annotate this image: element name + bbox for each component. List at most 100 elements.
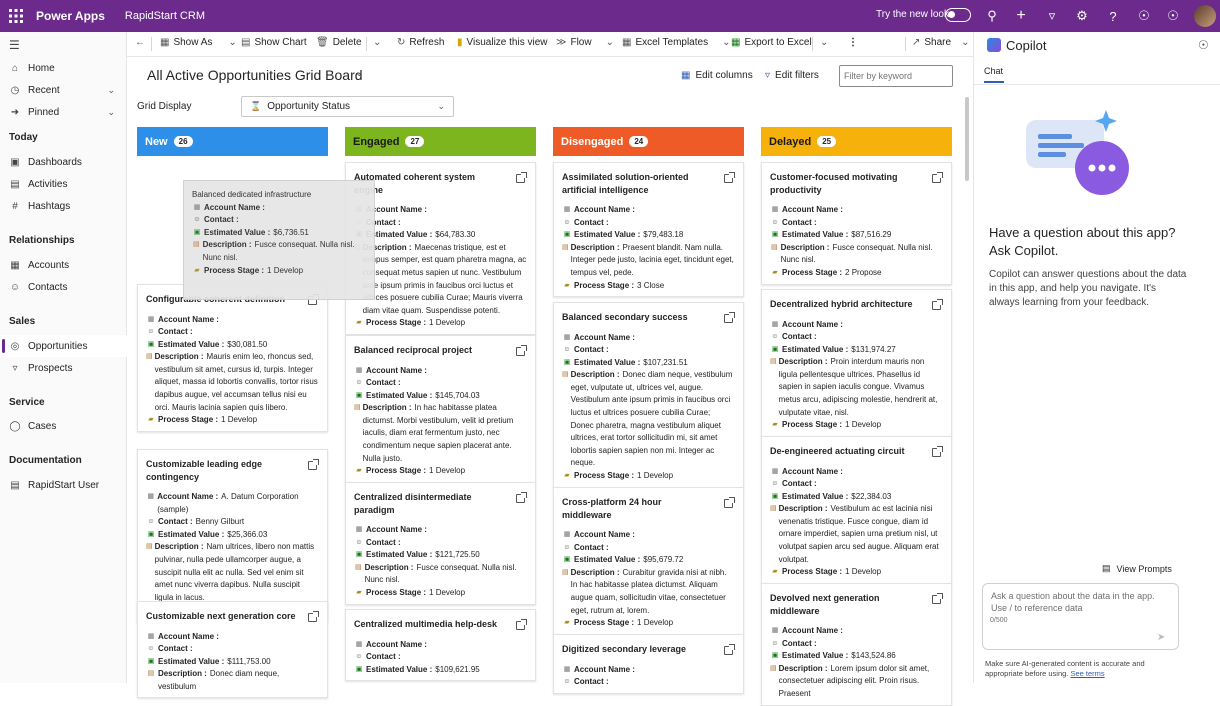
card-title[interactable]: Centralized disintermediate paradigm — [354, 492, 472, 515]
filter-icon[interactable]: ▿ — [1048, 8, 1056, 23]
copilot-panel-toggle-icon[interactable]: ☉ — [1198, 38, 1209, 52]
nav-item-activities[interactable]: ▤ Activities — [0, 173, 127, 195]
excel-templates-button[interactable]: ▦ Excel Templates ⌄ — [622, 37, 730, 48]
open-record-icon[interactable] — [516, 172, 527, 183]
brand-name[interactable]: Power Apps — [36, 9, 105, 23]
open-record-icon[interactable] — [724, 644, 735, 655]
nav-item-pinned[interactable]: ➜ Pinned ⌄ — [0, 101, 127, 123]
nav-item-cases[interactable]: ◯ Cases — [0, 415, 127, 437]
visualize-button[interactable]: ▮ Visualize this view — [457, 37, 547, 48]
open-record-icon[interactable] — [724, 312, 735, 323]
filter-keyword-input[interactable] — [839, 65, 953, 87]
show-chart-button[interactable]: ▤ Show Chart — [241, 37, 307, 48]
see-terms-link[interactable]: See terms — [1070, 669, 1105, 678]
copilot-ask-input[interactable]: Ask a question about the data in the app… — [982, 583, 1179, 650]
delete-button[interactable]: 🗑 Delete — [316, 37, 362, 48]
nav-item-accounts[interactable]: ▦ Accounts — [0, 254, 127, 276]
avatar[interactable] — [1194, 5, 1216, 27]
open-record-icon[interactable] — [516, 345, 527, 356]
view-selector-chevron-icon[interactable]: ⌄ — [355, 68, 364, 79]
dragging-card[interactable]: Balanced dedicated infrastructure ▦ Accoun… — [183, 180, 375, 300]
gear-icon[interactable]: ⚙ — [1076, 8, 1088, 23]
card-title[interactable]: Automated coherent system engine — [354, 172, 476, 195]
back-button[interactable]: ← — [135, 37, 149, 48]
opportunity-card[interactable]: Configurable coherent definition▦Account… — [137, 284, 328, 432]
new-look-toggle[interactable] — [945, 8, 971, 22]
open-record-icon[interactable] — [308, 459, 319, 470]
opportunity-card[interactable]: Centralized multimedia help-desk ▦ Account… — [345, 609, 536, 682]
export-excel-button[interactable]: ▦ Export to Excel — [731, 37, 812, 48]
app-name[interactable]: RapidStart CRM — [124, 10, 205, 22]
card-title[interactable]: Customizable leading edge contingency — [146, 459, 263, 482]
opportunity-card[interactable]: Balanced secondary success ▦ Account Name … — [553, 302, 744, 488]
opportunity-card[interactable]: Centralized disintermediate paradigm ▦ Acc… — [345, 482, 536, 605]
card-field: ☺Contact : — [354, 377, 527, 390]
card-title[interactable]: Customizable next generation core — [146, 611, 296, 621]
board-scrollbar[interactable] — [965, 97, 969, 181]
card-title[interactable]: Balanced dedicated infrastructure — [192, 190, 312, 199]
export-chevron[interactable]: ⌄ — [820, 37, 829, 48]
opportunity-card[interactable]: Assimilated solution-oriented artificial… — [553, 162, 744, 298]
nav-item-home[interactable]: ⌂ Home — [0, 57, 127, 79]
grid-display-select[interactable]: ⌛ Opportunity Status ⌄ — [241, 96, 454, 117]
opportunity-card[interactable]: Balanced reciprocal project ▦ Account Name… — [345, 335, 536, 483]
send-icon[interactable]: ➤ — [1157, 632, 1166, 643]
nav-item-dashboards[interactable]: ▣ Dashboards — [0, 151, 127, 173]
opportunity-card[interactable]: Cross-platform 24 hour middleware ▦ Accoun… — [553, 487, 744, 635]
edit-columns-button[interactable]: ▦ Edit columns — [681, 70, 753, 81]
opportunity-card[interactable]: De-engineered actuating circuit ▦ Account … — [761, 436, 952, 584]
opportunity-card[interactable]: Customizable next generation core ▦ Accoun… — [137, 601, 328, 699]
opportunity-card[interactable]: Customer-focused motivating productivity… — [761, 162, 952, 285]
edit-filters-button[interactable]: ▿ Edit filters — [765, 70, 819, 81]
copilot-top-icon[interactable]: ☉ — [1138, 8, 1150, 23]
opportunity-card[interactable]: Digitized secondary leverage ▦ Account Nam… — [553, 634, 744, 694]
nav-item-rapidstart-user[interactable]: ▤ RapidStart User — [0, 474, 127, 496]
card-title[interactable]: Centralized multimedia help-desk — [354, 619, 498, 629]
open-record-icon[interactable] — [724, 497, 735, 508]
nav-item-opportunities[interactable]: ◎ Opportunities — [0, 335, 127, 357]
tab-chat[interactable]: Chat — [984, 66, 1004, 76]
card-title[interactable]: Decentralized hybrid architecture — [770, 299, 913, 309]
share-button[interactable]: ↗ Share ⌄ — [912, 37, 969, 48]
refresh-button[interactable]: ↻ Refresh — [397, 37, 444, 48]
open-record-icon[interactable] — [516, 619, 527, 630]
open-record-icon[interactable] — [932, 172, 943, 183]
show-as-button[interactable]: ▦ Show As ⌄ — [160, 37, 237, 48]
app-launcher-button[interactable] — [0, 0, 32, 32]
settings-secondary-icon[interactable]: ☉ — [1167, 8, 1179, 23]
open-record-icon[interactable] — [724, 172, 735, 183]
more-commands-button[interactable]: ⋮ — [848, 37, 858, 48]
help-icon[interactable]: ? — [1109, 8, 1117, 24]
open-record-icon[interactable] — [932, 593, 943, 604]
open-record-icon[interactable] — [932, 299, 943, 310]
nav-item-recent[interactable]: ◷ Recent ⌄ — [0, 79, 127, 101]
plus-icon[interactable]: + — [1016, 7, 1026, 24]
more-delete-chevron[interactable]: ⌄ — [373, 37, 382, 48]
search-icon[interactable]: ⚲ — [987, 8, 997, 23]
card-title[interactable]: Balanced reciprocal project — [354, 345, 473, 355]
page-title[interactable]: All Active Opportunities Grid Board — [147, 67, 363, 83]
field-value: Proin interdum mauris non ligula pellent… — [778, 357, 938, 417]
card-field: ▤ Description : Fusce consequat. Nulla nis… — [354, 562, 527, 587]
card-title[interactable]: Customer-focused motivating productivity — [770, 172, 898, 195]
flow-button[interactable]: ≫ Flow ⌄ — [556, 37, 614, 48]
card-title[interactable]: Digitized secondary leverage — [562, 644, 687, 654]
open-record-icon[interactable] — [932, 446, 943, 457]
card-title[interactable]: Cross-platform 24 hour middleware — [562, 497, 662, 520]
card-title[interactable]: Balanced secondary success — [562, 312, 688, 322]
hamburger-icon[interactable]: ☰ — [9, 38, 20, 52]
open-record-icon[interactable] — [308, 611, 319, 622]
card-title[interactable]: Assimilated solution-oriented artificial… — [562, 172, 689, 195]
view-prompts-button[interactable]: ▤ View Prompts — [1102, 563, 1172, 574]
account-icon: ▦ — [355, 526, 363, 533]
card-title[interactable]: Devolved next generation middleware — [770, 593, 880, 616]
opportunity-card[interactable]: Devolved next generation middleware ▦ Acco… — [761, 583, 952, 706]
opportunity-card[interactable]: Decentralized hybrid architecture ▦ Accoun… — [761, 289, 952, 437]
field-value: Fusce consequat. Nulla nisl. Nunc nisl. — [202, 240, 355, 262]
card-title[interactable]: De-engineered actuating circuit — [770, 446, 905, 456]
nav-item-prospects[interactable]: ▿ Prospects — [0, 357, 127, 379]
open-record-icon[interactable] — [516, 492, 527, 503]
opportunity-card[interactable]: Customizable leading edge contingency ▦ Ac… — [137, 449, 328, 622]
nav-item-contacts[interactable]: ☺ Contacts — [0, 276, 127, 298]
nav-item-hashtags[interactable]: # Hashtags — [0, 195, 127, 217]
